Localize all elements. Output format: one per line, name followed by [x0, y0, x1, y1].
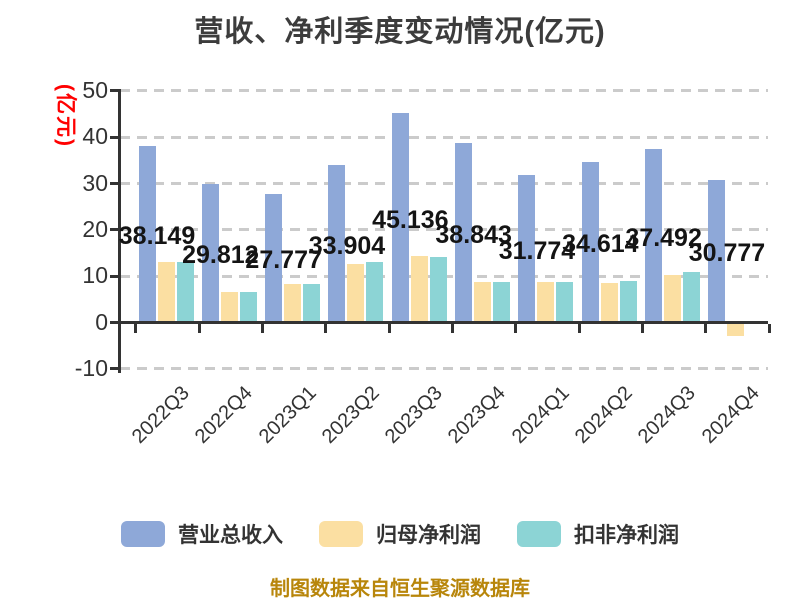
x-axis-tick: [324, 324, 328, 333]
gridline-50: [120, 89, 768, 93]
x-tick-label-2023Q4: 2023Q4: [444, 382, 511, 448]
bar-deducted-net-profit-2023Q2: [366, 262, 384, 323]
x-axis-tick: [767, 324, 771, 333]
y-tick-label-50: 50: [82, 76, 108, 103]
bar-deducted-net-profit-2022Q4: [239, 292, 257, 323]
bar-revenue-2024Q1: [518, 175, 536, 323]
x-tick-label-2022Q4: 2022Q4: [191, 382, 257, 448]
y-tick-20: [110, 228, 119, 232]
bar-revenue-2023Q1: [265, 193, 283, 323]
x-tick-label-2024Q4: 2024Q4: [697, 382, 764, 448]
bar-net-profit-2024Q4: [727, 322, 745, 337]
x-axis-tick: [197, 324, 201, 333]
y-tick-label--10: -10: [74, 354, 108, 381]
x-tick-label-2023Q3: 2023Q3: [381, 382, 447, 448]
value-label-2023Q2: 33.904: [308, 231, 386, 260]
x-axis-line: [119, 321, 768, 324]
gridline--10: [120, 367, 768, 371]
legend-item-revenue: 营业总收入: [121, 519, 283, 549]
bar-net-profit-2022Q4: [220, 292, 238, 323]
bar-deducted-net-profit-2023Q1: [303, 284, 321, 323]
x-axis-tick: [514, 324, 518, 333]
y-tick-label-20: 20: [82, 215, 108, 242]
bar-net-profit-2023Q3: [410, 256, 428, 323]
legend-swatch-revenue: [121, 521, 165, 547]
bar-revenue-2022Q3: [138, 145, 156, 323]
value-label-2024Q1: 31.774: [498, 236, 576, 265]
gridline-30: [120, 182, 768, 185]
x-axis-tick: [387, 324, 391, 333]
bar-net-profit-2024Q1: [537, 282, 555, 323]
bar-net-profit-2023Q2: [347, 264, 365, 323]
x-axis-tick: [640, 324, 644, 333]
y-tick-label-0: 0: [95, 308, 108, 335]
legend-item-deducted-net-profit: 扣非净利润: [517, 519, 679, 549]
x-tick-label-2023Q2: 2023Q2: [317, 382, 384, 448]
bar-deducted-net-profit-2023Q4: [493, 282, 511, 323]
bar-deducted-net-profit-2022Q3: [176, 262, 194, 323]
gridline-40: [120, 135, 768, 139]
value-label-2023Q4: 38.843: [435, 220, 512, 249]
bar-deducted-net-profit-2024Q2: [619, 281, 637, 323]
value-label-2024Q3: 37.492: [625, 223, 702, 252]
legend-label-net-profit: 归母净利润: [376, 524, 481, 547]
x-axis-tick: [450, 324, 454, 333]
bar-revenue-2024Q3: [645, 148, 663, 323]
y-tick-40: [110, 135, 119, 139]
x-tick-label-2023Q1: 2023Q1: [254, 382, 321, 448]
bar-revenue-2023Q3: [391, 113, 409, 323]
legend-swatch-deducted-net-profit: [517, 521, 561, 547]
value-label-2022Q4: 29.812: [182, 241, 259, 270]
bar-deducted-net-profit-2023Q3: [429, 257, 447, 323]
chart-title: 营收、净利季度变动情况(亿元): [194, 16, 606, 48]
bar-deducted-net-profit-2024Q3: [683, 272, 701, 323]
x-axis-tick: [134, 324, 138, 333]
legend-item-net-profit: 归母净利润: [319, 519, 481, 549]
bar-revenue-2023Q2: [328, 165, 346, 323]
bar-revenue-2023Q4: [455, 142, 473, 323]
value-label-2022Q3: 38.149: [118, 222, 196, 251]
bar-revenue-2024Q2: [581, 162, 599, 323]
value-label-2024Q4: 30.777: [688, 239, 766, 268]
value-label-2024Q2: 34.614: [562, 230, 639, 259]
legend-swatch-net-profit: [319, 521, 363, 547]
bar-revenue-2024Q4: [708, 179, 726, 323]
bar-net-profit-2022Q3: [157, 262, 175, 323]
y-tick-label-40: 40: [82, 123, 108, 150]
value-label-2023Q1: 27.777: [245, 246, 322, 275]
value-label-2023Q3: 45.136: [372, 205, 449, 234]
y-tick-label-30: 30: [82, 169, 108, 196]
legend: 营业总收入 归母净利润 扣非净利润: [0, 519, 800, 549]
bar-net-profit-2024Q2: [600, 283, 618, 323]
x-axis-tick: [704, 324, 708, 333]
y-tick-0: [110, 321, 119, 324]
y-tick-label-10: 10: [82, 262, 108, 289]
bar-net-profit-2023Q1: [284, 284, 302, 323]
bar-net-profit-2023Q4: [474, 282, 492, 323]
x-tick-label-2024Q3: 2024Q3: [634, 382, 701, 448]
y-tick-10: [110, 274, 119, 278]
x-axis-tick: [577, 324, 581, 333]
y-tick-50: [110, 89, 119, 93]
x-tick-label-2022Q3: 2022Q3: [127, 382, 194, 448]
x-tick-label-2024Q2: 2024Q2: [570, 382, 637, 448]
gridline-20: [120, 228, 768, 232]
y-tick--10: [110, 367, 119, 371]
x-tick-label-2024Q1: 2024Q1: [507, 382, 574, 448]
source-note: 制图数据来自恒生聚源数据库: [270, 578, 530, 600]
y-axis-line: [118, 88, 121, 373]
bar-revenue-2022Q4: [201, 184, 219, 323]
x-axis-tick: [260, 324, 264, 333]
y-tick-30: [110, 182, 119, 185]
legend-label-deducted-net-profit: 扣非净利润: [574, 524, 679, 547]
bar-net-profit-2024Q3: [664, 275, 682, 323]
bar-deducted-net-profit-2024Q1: [556, 282, 574, 323]
legend-label-revenue: 营业总收入: [178, 524, 283, 547]
